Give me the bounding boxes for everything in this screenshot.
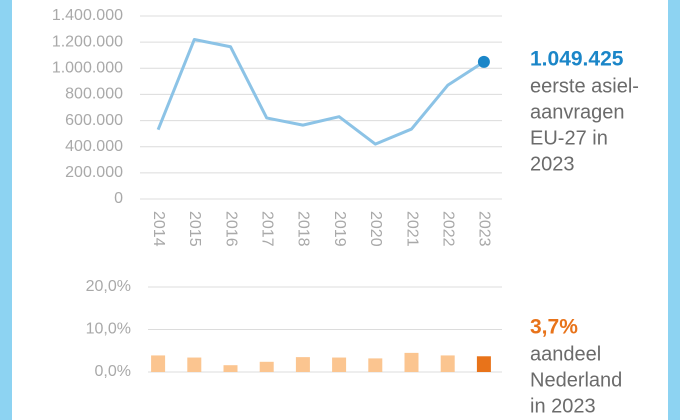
highlight-dot (477, 55, 490, 68)
y-tick-label: 400.000 (65, 138, 123, 155)
y-tick-label: 800.000 (65, 86, 123, 103)
bar (332, 357, 347, 372)
panel (12, 0, 668, 420)
bar (259, 361, 274, 372)
annotation-text: EU-27 in (530, 127, 608, 149)
x-tick-label: 2020 (367, 211, 384, 247)
annotation-text: eerste asiel- (530, 75, 639, 97)
x-tick-label: 2018 (295, 211, 312, 247)
y-tick-label: 0,0% (95, 363, 131, 380)
annotation-text: aanvragen (530, 101, 625, 123)
bar (187, 357, 202, 372)
y-tick-label: 0 (114, 190, 123, 207)
y-tick-label: 1.200.000 (52, 33, 123, 50)
bar (440, 355, 455, 372)
bar (404, 352, 419, 372)
y-tick-label: 600.000 (65, 112, 123, 129)
annotation-text: in 2023 (530, 395, 596, 417)
y-tick-label: 1.400.000 (52, 7, 123, 24)
y-tick-label: 1.000.000 (52, 60, 123, 77)
line (156, 38, 485, 146)
x-tick-label: 2019 (331, 211, 348, 247)
annotation-text: 2023 (530, 153, 575, 175)
annotation-value: 3,7% (530, 316, 578, 339)
x-tick-label: 2014 (150, 211, 167, 247)
bar (223, 365, 238, 372)
y-tick-label: 20,0% (86, 278, 131, 295)
annotation-text: aandeel (530, 343, 601, 365)
bar (151, 355, 166, 372)
x-tick-label: 2023 (476, 211, 493, 247)
bar (368, 358, 383, 372)
x-tick-label: 2017 (258, 211, 275, 247)
bar (295, 357, 310, 372)
x-tick-label: 2015 (186, 211, 203, 247)
x-tick-label: 2022 (439, 211, 456, 247)
y-tick-label: 10,0% (86, 321, 131, 338)
y-tick-label: 200.000 (65, 164, 123, 181)
bar (476, 356, 491, 372)
x-tick-label: 2016 (222, 211, 239, 247)
annotation-text: Nederland (530, 369, 622, 391)
annotation-value: 1.049.425 (530, 48, 624, 71)
x-tick-label: 2021 (403, 211, 420, 247)
